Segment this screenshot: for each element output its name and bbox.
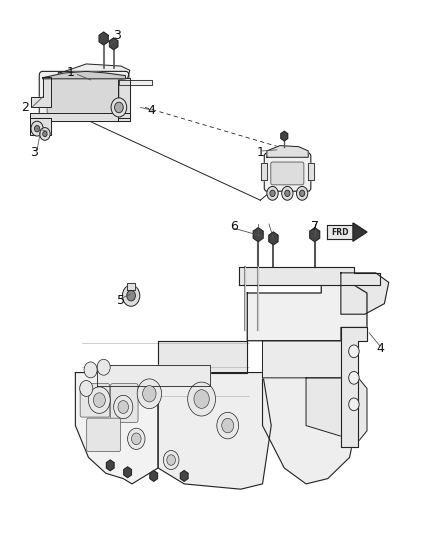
Circle shape [127,290,135,301]
Polygon shape [262,373,358,484]
Polygon shape [269,232,278,245]
Polygon shape [267,146,308,157]
Polygon shape [158,373,271,489]
Polygon shape [31,77,51,108]
Circle shape [143,385,156,402]
Polygon shape [43,71,125,79]
Circle shape [131,433,141,445]
Circle shape [122,285,140,306]
FancyBboxPatch shape [39,71,129,119]
Polygon shape [75,373,158,484]
Text: 6: 6 [230,220,238,233]
Circle shape [222,418,234,433]
Text: 3: 3 [30,146,38,159]
Polygon shape [310,228,320,241]
Text: 5: 5 [117,294,125,308]
Polygon shape [119,80,152,85]
Circle shape [270,190,275,197]
Circle shape [163,450,179,470]
Circle shape [115,102,123,113]
Text: 4: 4 [148,103,155,117]
Polygon shape [327,224,353,239]
Polygon shape [118,78,130,120]
Circle shape [300,190,305,197]
Polygon shape [341,273,389,314]
Circle shape [349,398,359,411]
Polygon shape [127,284,135,290]
Circle shape [118,401,128,414]
Circle shape [35,125,40,132]
Polygon shape [253,228,263,241]
Text: 3: 3 [113,29,120,42]
Polygon shape [306,378,367,441]
Polygon shape [341,327,367,447]
Text: 4: 4 [376,342,384,355]
Circle shape [285,190,290,197]
Circle shape [93,393,105,407]
Circle shape [297,187,308,200]
Polygon shape [180,471,188,481]
Polygon shape [353,223,367,241]
Polygon shape [30,117,51,135]
Circle shape [187,382,215,416]
Circle shape [282,187,293,200]
Polygon shape [281,131,288,141]
Circle shape [80,381,93,397]
Circle shape [349,372,359,384]
FancyBboxPatch shape [264,153,311,191]
Polygon shape [261,163,267,180]
Circle shape [194,390,209,408]
Polygon shape [30,113,130,120]
Circle shape [88,387,110,414]
FancyBboxPatch shape [271,162,304,185]
FancyBboxPatch shape [87,418,120,451]
FancyBboxPatch shape [111,384,138,422]
Polygon shape [124,467,131,478]
Circle shape [40,127,50,140]
Circle shape [267,187,278,200]
Text: FRD: FRD [331,228,349,237]
Circle shape [137,379,162,409]
Text: 2: 2 [21,101,29,114]
Circle shape [84,362,97,378]
Circle shape [31,121,43,136]
Circle shape [97,359,110,375]
Polygon shape [158,341,247,373]
Circle shape [167,455,176,465]
Polygon shape [150,471,158,481]
Polygon shape [99,32,108,45]
Polygon shape [247,282,367,341]
Circle shape [43,131,47,136]
Text: 1: 1 [67,67,75,79]
Circle shape [217,413,239,439]
Polygon shape [97,365,210,386]
Polygon shape [308,163,314,180]
Text: 1: 1 [256,146,264,159]
Polygon shape [106,460,114,471]
Text: 7: 7 [311,220,319,233]
Circle shape [114,395,133,419]
Polygon shape [58,64,130,80]
Circle shape [127,428,145,449]
FancyBboxPatch shape [47,78,119,114]
Circle shape [349,345,359,358]
FancyBboxPatch shape [80,384,110,417]
Polygon shape [262,341,350,378]
Polygon shape [239,266,380,285]
Polygon shape [110,38,118,50]
Circle shape [111,98,127,117]
